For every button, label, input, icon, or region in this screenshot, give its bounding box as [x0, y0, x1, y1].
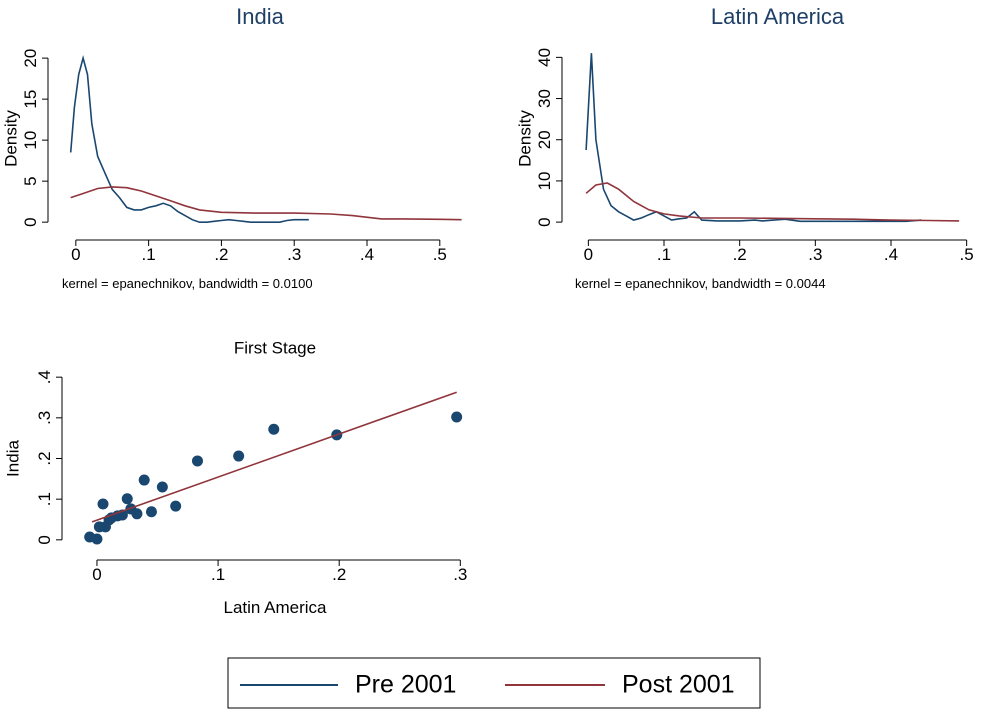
point: [233, 450, 245, 462]
y-tick-label: 0: [21, 217, 40, 226]
legend-label: Post 2001: [622, 671, 735, 699]
legend-label: Pre 2001: [355, 671, 456, 699]
y-tick-label: .3: [35, 411, 54, 425]
point: [145, 506, 157, 518]
legend-box: [227, 657, 761, 709]
x-tick-label: .3: [287, 245, 301, 264]
y-tick-label: .1: [35, 492, 54, 506]
line: [70, 186, 462, 221]
point: [91, 533, 103, 545]
point: [268, 423, 280, 435]
x-tick-label: .2: [214, 245, 228, 264]
x-tick-label: .2: [733, 245, 747, 264]
x-tick-label: .4: [884, 245, 898, 264]
y-axis-label: Density: [1, 110, 20, 167]
note: kernel = epanechnikov, bandwidth = 0.010…: [62, 276, 313, 291]
x-tick-label: .4: [360, 245, 374, 264]
y-tick-label: 20: [21, 49, 40, 68]
point: [138, 474, 150, 486]
x-tick-label: .5: [960, 245, 974, 264]
point: [170, 500, 182, 512]
x-tick-label: .3: [453, 565, 467, 584]
x-tick-label: 0: [92, 565, 101, 584]
y-tick-label: 40: [535, 48, 554, 67]
y-tick-label: 30: [535, 89, 554, 108]
y-tick-label: 15: [21, 90, 40, 109]
y-tick-label: 10: [21, 131, 40, 150]
chart-title: Latin America: [711, 4, 845, 29]
point: [121, 493, 133, 505]
x-tick-label: .2: [332, 565, 346, 584]
line: [585, 53, 922, 223]
note: kernel = epanechnikov, bandwidth = 0.004…: [575, 276, 826, 291]
x-tick-label: .3: [808, 245, 822, 264]
x-axis-label: Latin America: [224, 598, 328, 617]
line: [91, 391, 457, 523]
y-tick-label: .4: [35, 370, 54, 384]
line: [585, 182, 960, 222]
point: [156, 481, 168, 493]
point: [97, 498, 109, 510]
point: [191, 455, 203, 467]
point: [131, 508, 143, 520]
x-tick-label: 0: [71, 245, 80, 264]
x-tick-label: .1: [142, 245, 156, 264]
y-tick-label: 0: [535, 217, 554, 226]
y-tick-label: 5: [21, 176, 40, 185]
chart-title: India: [236, 4, 284, 29]
point: [451, 411, 463, 423]
y-axis-label: India: [3, 440, 22, 477]
y-tick-label: 20: [535, 130, 554, 149]
y-axis-label: Density: [515, 110, 534, 167]
y-tick-label: 0: [35, 535, 54, 544]
x-tick-label: .1: [211, 565, 225, 584]
y-tick-label: .2: [35, 451, 54, 465]
chart-title: First Stage: [234, 338, 316, 357]
x-tick-label: .1: [657, 245, 671, 264]
x-tick-label: 0: [584, 245, 593, 264]
line: [69, 55, 309, 223]
x-tick-label: .5: [433, 245, 447, 264]
y-tick-label: 10: [535, 171, 554, 190]
